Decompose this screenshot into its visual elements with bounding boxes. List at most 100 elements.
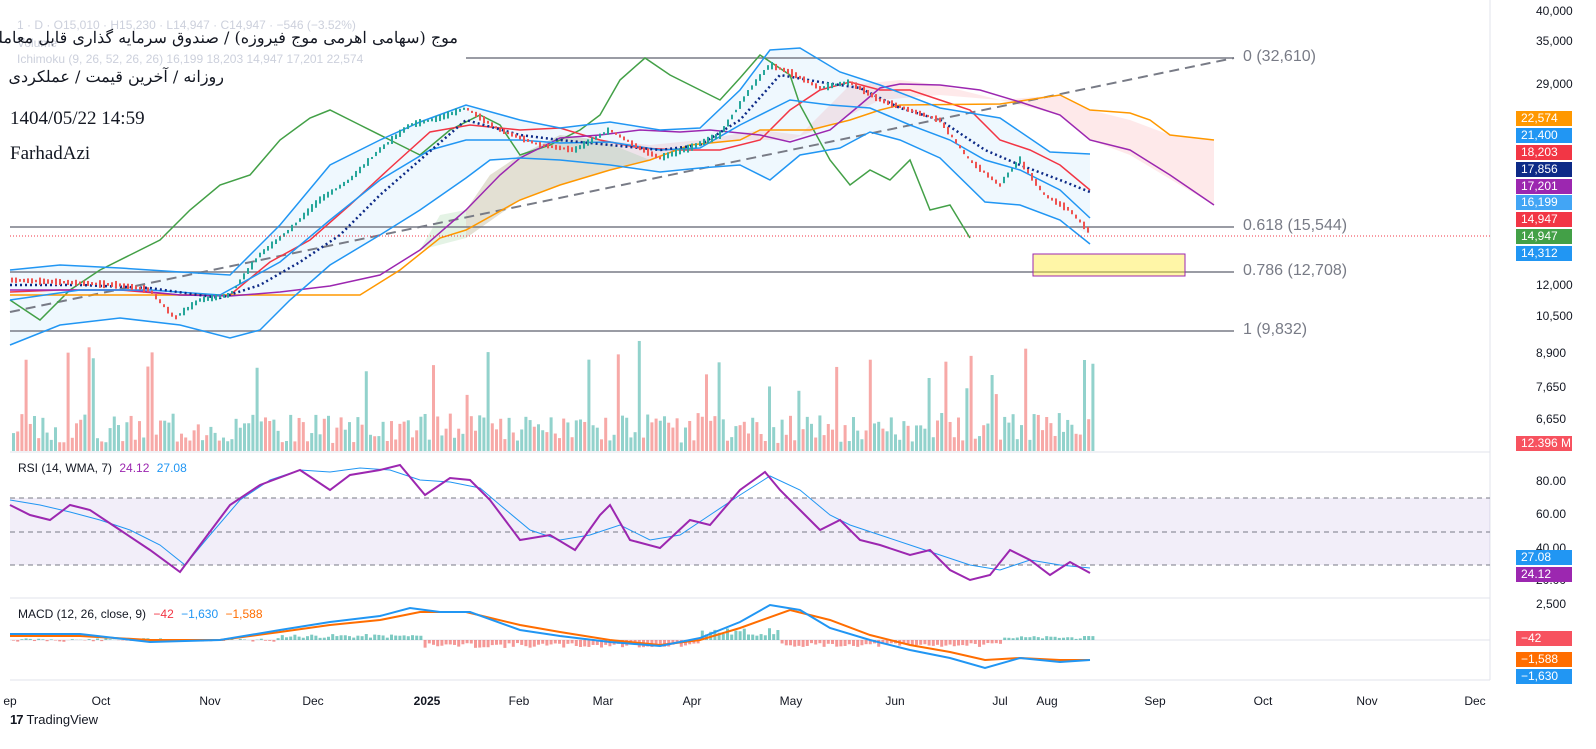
candle — [627, 139, 629, 142]
candle — [171, 312, 173, 317]
candle — [155, 294, 157, 300]
candle — [679, 148, 681, 155]
macd-hist-bar — [385, 637, 389, 640]
macd-hist-bar — [1066, 637, 1070, 640]
volume-bar — [1011, 414, 1015, 451]
macd-hist-bar — [62, 640, 66, 642]
macd-hist-bar — [285, 637, 288, 640]
candle — [1087, 226, 1089, 233]
volume-bar — [902, 421, 906, 451]
candle — [543, 144, 545, 147]
candle — [1015, 162, 1017, 168]
volume-bar — [381, 421, 385, 451]
macd-legend: MACD (12, 26, close, 9) −42 −1,630 −1,58… — [18, 607, 263, 621]
macd-hist-bar — [280, 635, 284, 640]
volume-bar — [625, 417, 629, 451]
candle — [59, 279, 61, 285]
macd-hist-bar — [289, 636, 293, 640]
price-axis-tick: 12,000 — [1536, 278, 1573, 292]
macd-hist-bar — [1087, 636, 1091, 640]
macd-hist-bar — [419, 635, 423, 640]
rsi-value: 24.12 — [119, 461, 150, 475]
candle — [91, 282, 93, 286]
volume-bar — [314, 414, 318, 451]
price-axis-tick: 8,900 — [1536, 346, 1567, 360]
macd-hist-bar — [734, 630, 738, 640]
volume-bar — [642, 437, 645, 451]
volume-bar — [385, 440, 389, 451]
volume-bar — [289, 414, 293, 451]
candle — [95, 282, 97, 285]
volume-bar — [700, 416, 704, 451]
volume-bar — [969, 355, 973, 451]
candle — [583, 141, 585, 149]
macd-hist-bar — [860, 640, 864, 646]
candle — [247, 268, 249, 274]
macd-hist-bar — [906, 640, 910, 645]
macd-hist-bar — [562, 640, 566, 648]
macd-hist-bar — [856, 640, 860, 647]
candle — [1023, 161, 1025, 170]
volume-bar — [507, 417, 511, 451]
candle — [611, 129, 613, 133]
price-badge: 14,947 — [1516, 212, 1572, 227]
volume-bar — [280, 442, 284, 451]
candle — [267, 246, 269, 251]
brand-name: TradingView — [26, 712, 99, 727]
time-axis-tick: Jun — [885, 694, 905, 708]
candle — [519, 135, 521, 140]
rsi-ma-badge: 27.08 — [1516, 550, 1572, 565]
candle — [411, 123, 413, 126]
macd-line — [10, 603, 1091, 670]
candle — [659, 156, 661, 160]
candle — [87, 280, 89, 286]
candle — [1063, 202, 1065, 211]
candle — [303, 212, 305, 220]
macd-hist-value: −42 — [153, 607, 174, 621]
volume-bar — [1036, 414, 1040, 451]
macd-hist-bar — [1062, 637, 1065, 640]
volume-bar — [1024, 348, 1028, 451]
macd-hist-bar — [940, 640, 944, 647]
candle — [963, 149, 965, 155]
candle — [483, 116, 485, 124]
candle — [39, 277, 41, 285]
volume-bar — [432, 365, 435, 451]
footer-brand[interactable]: 17 TradingView — [10, 712, 98, 727]
candle — [139, 286, 141, 290]
macd-signal-badge: −1,588 — [1516, 652, 1572, 667]
volume-bar — [154, 434, 158, 451]
volume-bar — [965, 388, 969, 451]
candle — [151, 290, 153, 294]
volume-bar — [402, 421, 406, 451]
candle — [1019, 156, 1021, 164]
volume-bar — [226, 441, 230, 451]
candle — [895, 102, 897, 109]
target-zone-box[interactable] — [1032, 253, 1186, 277]
rsi-ma-value: 27.08 — [156, 461, 187, 475]
volume-bar — [747, 433, 750, 451]
volume-bar — [1062, 431, 1065, 451]
macd-hist-bar — [847, 640, 851, 645]
candle — [491, 122, 493, 128]
macd-hist-bar — [663, 640, 666, 647]
time-axis-tick: Dec — [302, 694, 324, 708]
macd-hist-bar — [465, 640, 469, 644]
candle — [987, 172, 989, 178]
price-badge: 18,203 — [1516, 145, 1572, 160]
volume-bar — [175, 441, 179, 451]
macd-hist-bar — [742, 628, 746, 640]
macd-hist-bar — [490, 640, 494, 646]
volume-bar — [587, 359, 591, 451]
macd-hist-bar — [507, 640, 511, 644]
macd-hist-bar — [322, 637, 326, 640]
macd-hist-bar — [608, 640, 612, 647]
volume-bar — [810, 423, 813, 451]
candle — [675, 148, 677, 157]
macd-hist-bar — [381, 635, 385, 640]
candle — [867, 90, 869, 96]
candle — [531, 140, 533, 144]
candle — [331, 189, 333, 195]
volume-bar — [444, 428, 448, 451]
macd-hist-bar — [768, 628, 771, 640]
